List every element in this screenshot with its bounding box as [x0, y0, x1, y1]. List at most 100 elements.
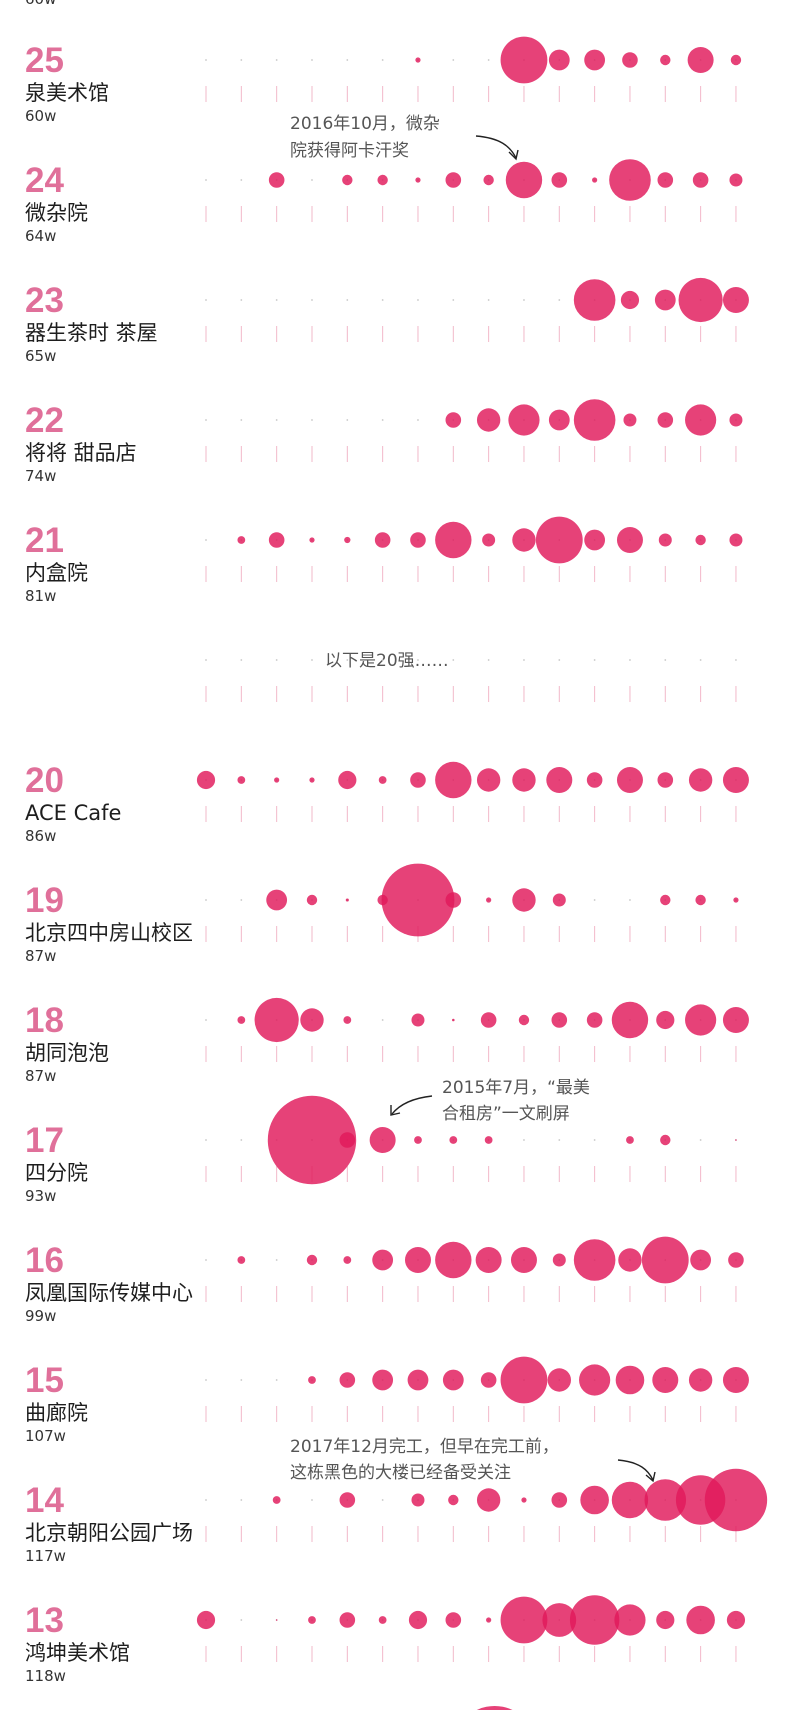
bubble — [445, 172, 462, 188]
bubble — [657, 172, 674, 188]
bubble — [552, 1253, 566, 1267]
bubble — [592, 177, 598, 183]
bubble — [654, 289, 676, 311]
grid-dot — [275, 299, 278, 301]
bubble — [644, 1479, 687, 1521]
grid-dot — [487, 299, 490, 301]
chart-row: 以下是20强…… — [205, 651, 737, 702]
grid-dot — [664, 659, 667, 661]
grid-dot — [381, 1019, 384, 1021]
bubble — [309, 537, 315, 543]
annotation-3-line-1: 2017年12月完工，但早在完工前， — [290, 1437, 559, 1457]
grid-dot — [699, 659, 702, 661]
bubble — [339, 1132, 356, 1148]
bubble — [547, 1368, 571, 1392]
grid-dot — [558, 659, 561, 661]
grid-dot — [381, 1499, 384, 1501]
bubble — [728, 1252, 744, 1268]
row-rank: 20 — [25, 761, 64, 800]
grid-dot — [275, 659, 278, 661]
bubble — [656, 1610, 675, 1630]
bubble — [407, 1369, 429, 1391]
bubble — [548, 409, 570, 431]
row-value: 64w — [25, 227, 56, 245]
bubble — [410, 532, 426, 548]
row-rank: 19 — [25, 881, 64, 920]
bubble — [378, 776, 387, 784]
grid-dot — [205, 299, 207, 301]
bubble — [500, 1596, 548, 1644]
row-rank: 16 — [25, 1241, 64, 1280]
bubble — [657, 412, 674, 428]
bubble — [237, 536, 246, 544]
row-value: 81w — [25, 587, 56, 605]
bubble — [482, 533, 496, 547]
bubble — [196, 770, 216, 790]
grid-dot — [311, 419, 313, 421]
grid-dot — [205, 1259, 207, 1261]
bubble — [404, 1247, 431, 1273]
bubble — [535, 516, 583, 564]
grid-dot — [205, 59, 207, 61]
grid-dot — [523, 299, 525, 301]
bubble — [729, 413, 743, 427]
row-value: 86w — [25, 827, 56, 845]
grid-dot — [205, 419, 207, 421]
bubble — [414, 1136, 422, 1144]
row-name: 鸿坤美术馆 — [25, 1641, 130, 1665]
bubble — [372, 1369, 394, 1391]
grid-dot — [240, 1499, 243, 1501]
bubble — [445, 1612, 462, 1628]
bubble — [237, 1016, 246, 1024]
row-name: 曲廊院 — [25, 1401, 88, 1425]
row-name: ACE Cafe — [25, 801, 121, 825]
grid-dot — [346, 419, 349, 421]
bubble — [615, 1365, 645, 1395]
bubble — [658, 533, 672, 547]
bubble — [726, 1610, 746, 1630]
bubble — [300, 1008, 324, 1032]
grid-dot — [311, 1499, 313, 1501]
bubble — [237, 1256, 246, 1264]
bubble — [609, 159, 651, 201]
bubble — [510, 1247, 537, 1273]
bubble — [551, 1012, 568, 1028]
bubble — [722, 767, 749, 793]
bubble — [616, 527, 643, 553]
annotation-1-line-2: 院获得阿卡汗奖 — [290, 141, 409, 161]
bubble — [342, 174, 353, 186]
row-value: 74w — [25, 467, 56, 485]
bubble — [611, 1001, 649, 1039]
bubble — [688, 1368, 713, 1392]
bubble — [733, 897, 739, 903]
bubble — [586, 772, 603, 788]
grid-dot — [452, 299, 455, 301]
annotation-2-arrowhead — [390, 1105, 401, 1116]
row-rank: 17 — [25, 1121, 64, 1160]
bubble — [573, 279, 616, 321]
bubble — [476, 768, 501, 792]
bubble — [512, 528, 536, 552]
grid-dot — [452, 59, 455, 61]
row-name: 北京朝阳公园广场 — [25, 1521, 193, 1545]
grid-dot — [381, 59, 384, 61]
bubble — [309, 777, 315, 783]
bubble — [308, 1376, 316, 1384]
grid-dot — [558, 1139, 561, 1141]
bubble — [722, 287, 749, 313]
grid-dot — [275, 419, 278, 421]
grid-dot — [381, 659, 384, 661]
bubble — [620, 290, 640, 310]
bubble — [521, 1497, 527, 1503]
grid-dot — [205, 179, 207, 181]
bubble — [729, 533, 743, 547]
bubble — [339, 1612, 356, 1628]
bubble — [685, 404, 717, 436]
row-rank: 22 — [25, 401, 64, 440]
bubble — [267, 1095, 357, 1185]
